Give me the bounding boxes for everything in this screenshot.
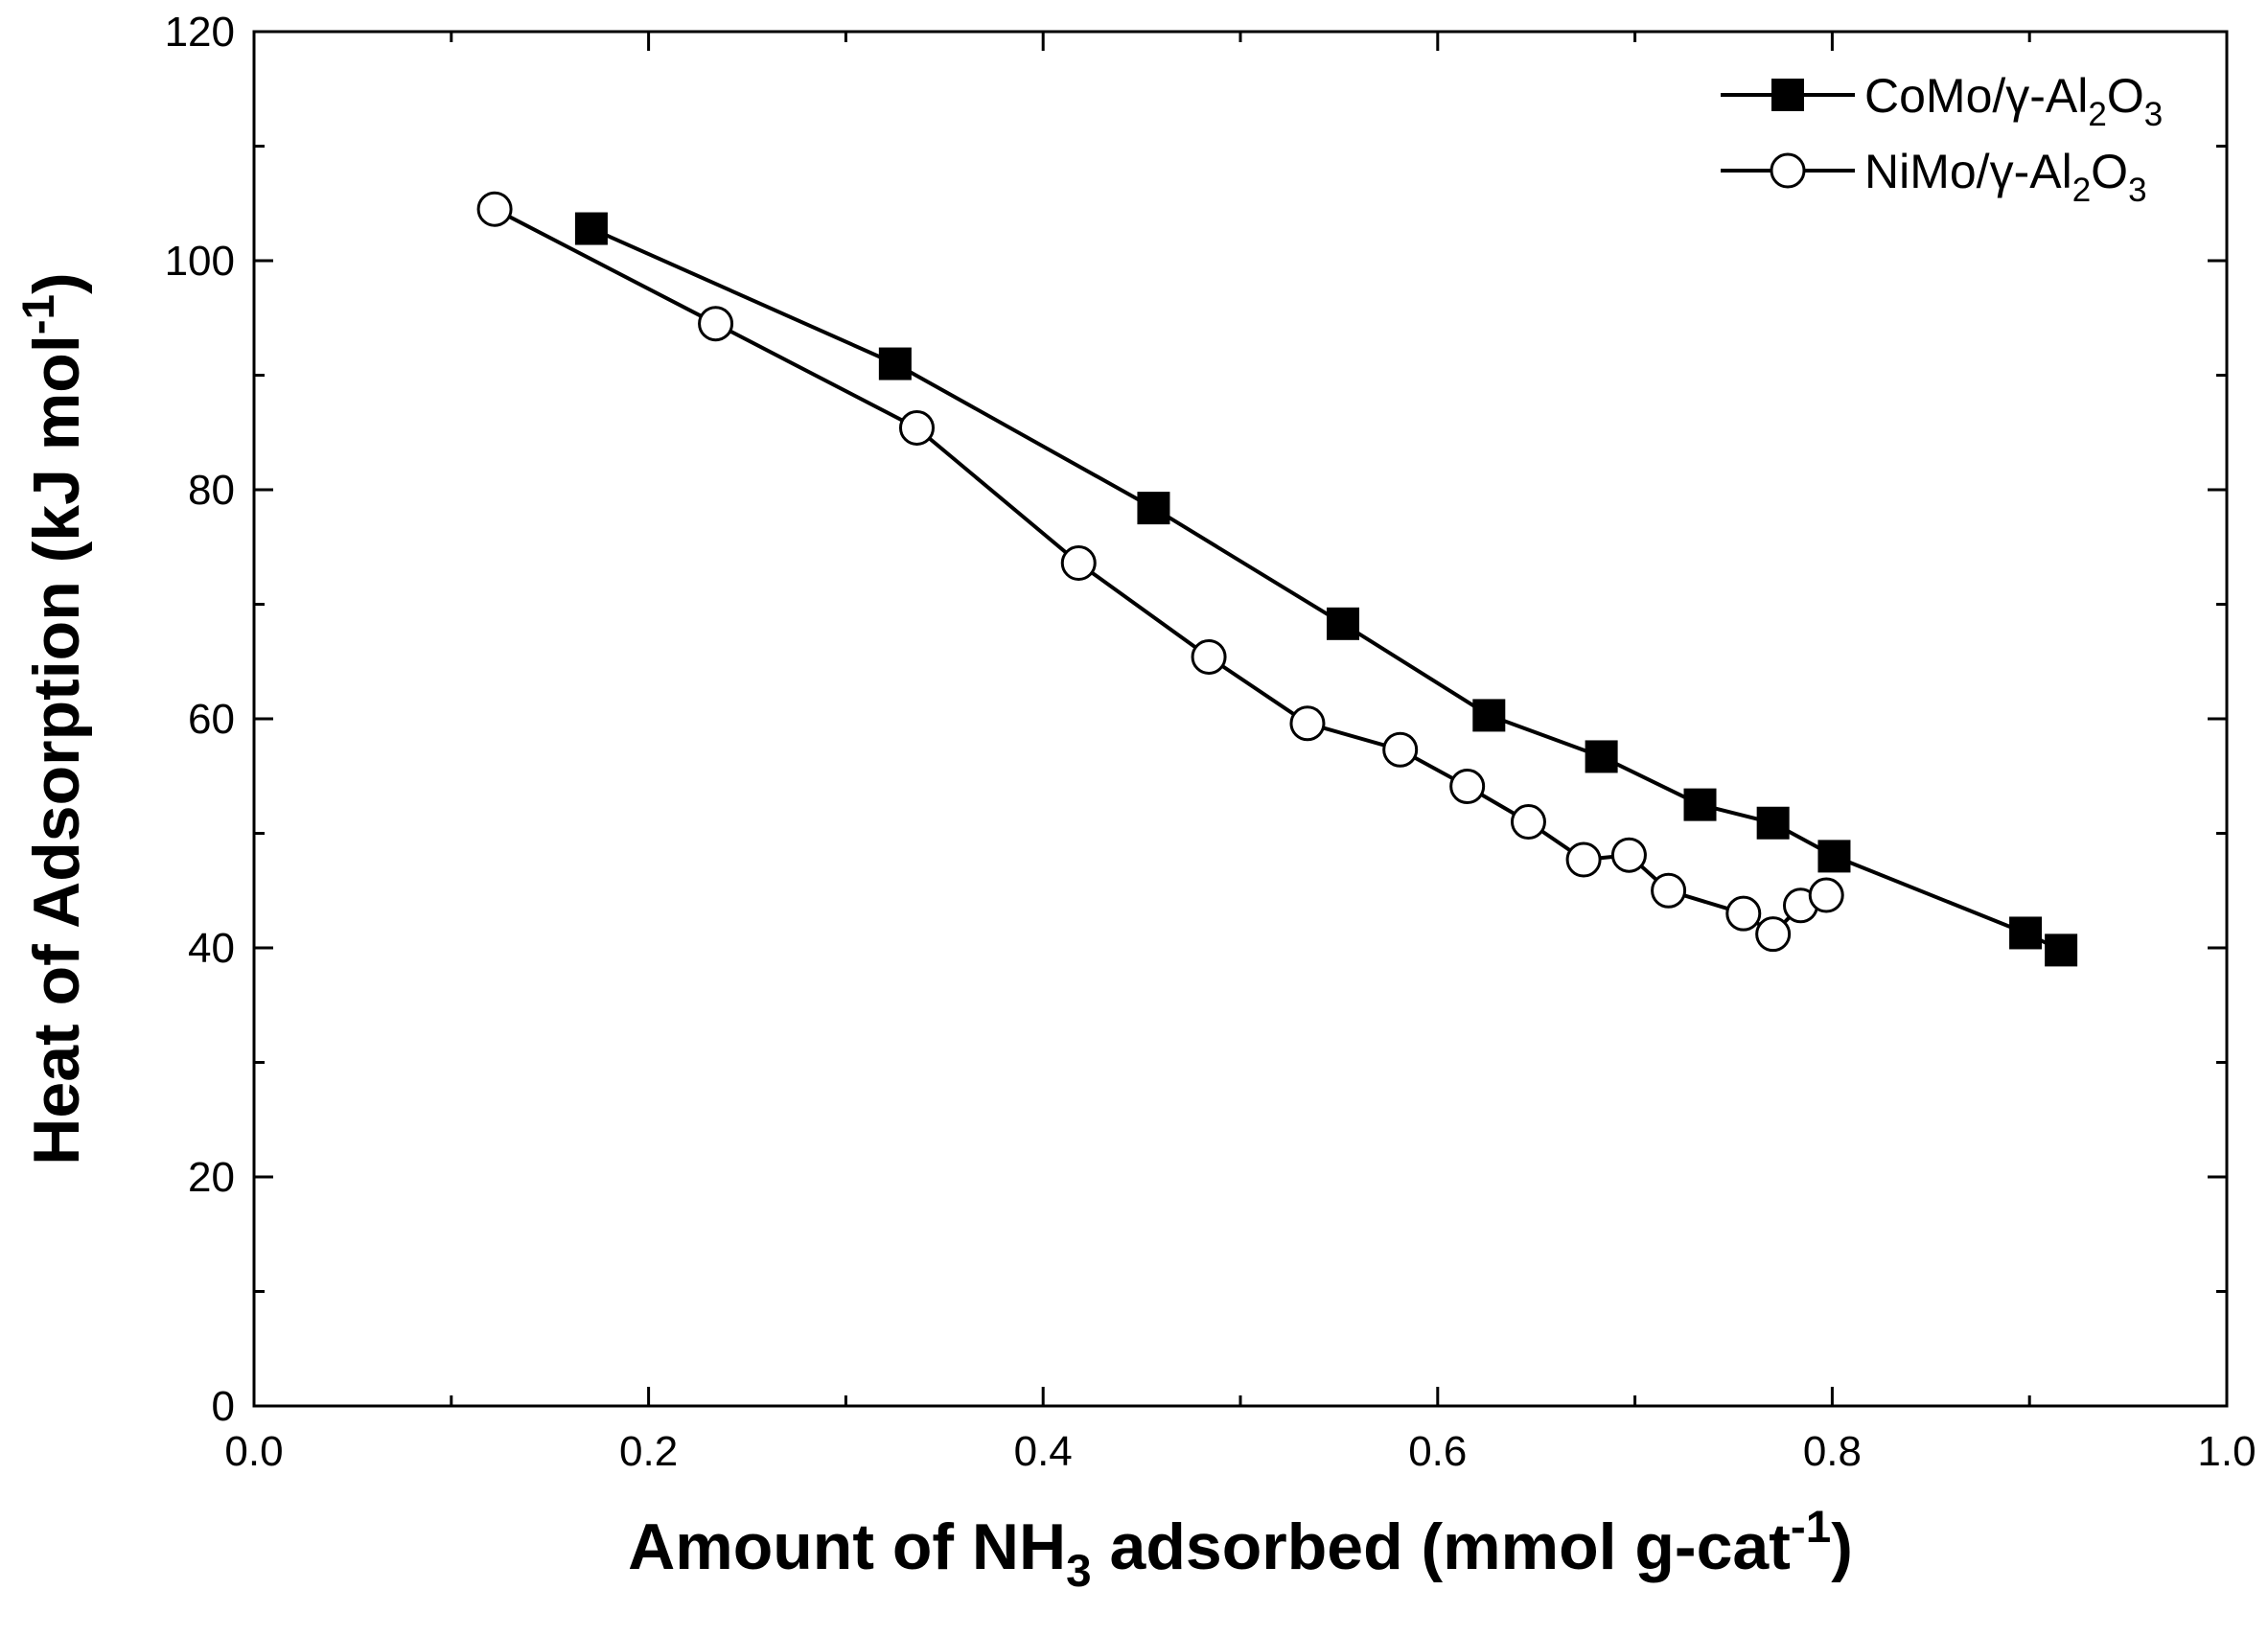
x-tick-label: 0.2: [619, 1428, 678, 1475]
data-point-square: [2009, 916, 2043, 950]
axes: 0.0 0.2 0.4 0.6 0.8 1.0 0 20 40 60 80 100 120: [165, 9, 2256, 1475]
x-tick-label: 0.4: [1014, 1428, 1073, 1475]
series-markers: [476, 191, 2078, 967]
data-point-circle: [1808, 877, 1844, 913]
data-point-circle: [1651, 872, 1687, 909]
legend-label-como-sub1: 2: [2088, 96, 2106, 133]
data-point-circle: [1510, 804, 1546, 841]
data-point-circle: [1060, 544, 1097, 581]
legend-label-nimo-sub1: 2: [2072, 172, 2091, 209]
data-point-circle: [1725, 895, 1762, 932]
legend-label-como-a: CoMo/γ-Al: [1864, 69, 2088, 123]
data-point-circle: [1565, 841, 1602, 878]
legend: CoMo/γ-Al2O3 NiMo/γ-Al2O3: [1721, 69, 2163, 209]
data-point-circle: [1449, 769, 1486, 805]
data-point-square: [878, 347, 912, 380]
y-tick-label: 120: [165, 9, 235, 56]
data-point-square: [1327, 607, 1360, 640]
legend-marker-como: [1771, 79, 1804, 111]
data-point-circle: [698, 306, 734, 342]
x-axis-title-main: Amount of NH: [628, 1510, 1066, 1583]
legend-label-nimo-b: O: [2091, 145, 2128, 198]
data-point-square: [1756, 806, 1790, 840]
legend-label-nimo-a: NiMo/γ-Al: [1864, 145, 2072, 198]
data-point-square: [574, 212, 608, 245]
x-axis-title-end: ): [1831, 1510, 1853, 1583]
x-tick-label: 0.6: [1408, 1428, 1467, 1475]
legend-label-nimo-sub2: 3: [2128, 172, 2146, 209]
data-point-square: [1817, 840, 1851, 873]
x-axis-title-mid: adsorbed (mmol g-cat: [1092, 1510, 1791, 1583]
legend-label-como-sub2: 3: [2144, 96, 2163, 133]
series-line-1: [494, 207, 1827, 936]
x-axis-title-sub: 3: [1066, 1546, 1091, 1597]
data-point-square: [1137, 492, 1170, 525]
x-tick-label: 0.0: [224, 1428, 283, 1475]
x-tick-label: 0.8: [1803, 1428, 1862, 1475]
data-point-circle: [1191, 638, 1227, 675]
legend-label-nimo: NiMo/γ-Al2O3: [1864, 145, 2147, 209]
data-point-circle: [1289, 705, 1326, 742]
y-axis-title: Heat of Adsorption (kJ mol-1): [13, 272, 93, 1164]
y-tick-label: 80: [188, 467, 235, 514]
data-point-circle: [1755, 916, 1792, 953]
y-tick-label: 100: [165, 238, 235, 285]
data-point-square: [2045, 933, 2078, 967]
y-tick-label: 40: [188, 925, 235, 972]
x-tick-label: 1.0: [2197, 1428, 2256, 1475]
data-point-square: [1585, 740, 1618, 773]
x-axis-title: Amount of NH3 adsorbed (mmol g-cat-1): [628, 1502, 1853, 1597]
legend-label-como-b: O: [2107, 69, 2144, 123]
data-point-circle: [1610, 837, 1647, 873]
legend-marker-nimo: [1770, 152, 1806, 189]
data-point-square: [1683, 788, 1717, 821]
y-tick-label: 0: [212, 1383, 235, 1430]
data-point-square: [1472, 699, 1506, 732]
data-point-circle: [476, 191, 513, 227]
legend-label-como: CoMo/γ-Al2O3: [1864, 69, 2163, 133]
y-axis-title-end: ): [20, 272, 93, 294]
y-axis-title-sup: -1: [13, 294, 64, 334]
y-tick-label: 20: [188, 1154, 235, 1201]
x-axis-title-sup: -1: [1791, 1502, 1831, 1553]
data-point-circle: [898, 409, 935, 446]
data-point-circle: [1382, 731, 1419, 768]
y-tick-label: 60: [188, 696, 235, 743]
y-axis-title-main: Heat of Adsorption (kJ mol: [20, 334, 93, 1164]
